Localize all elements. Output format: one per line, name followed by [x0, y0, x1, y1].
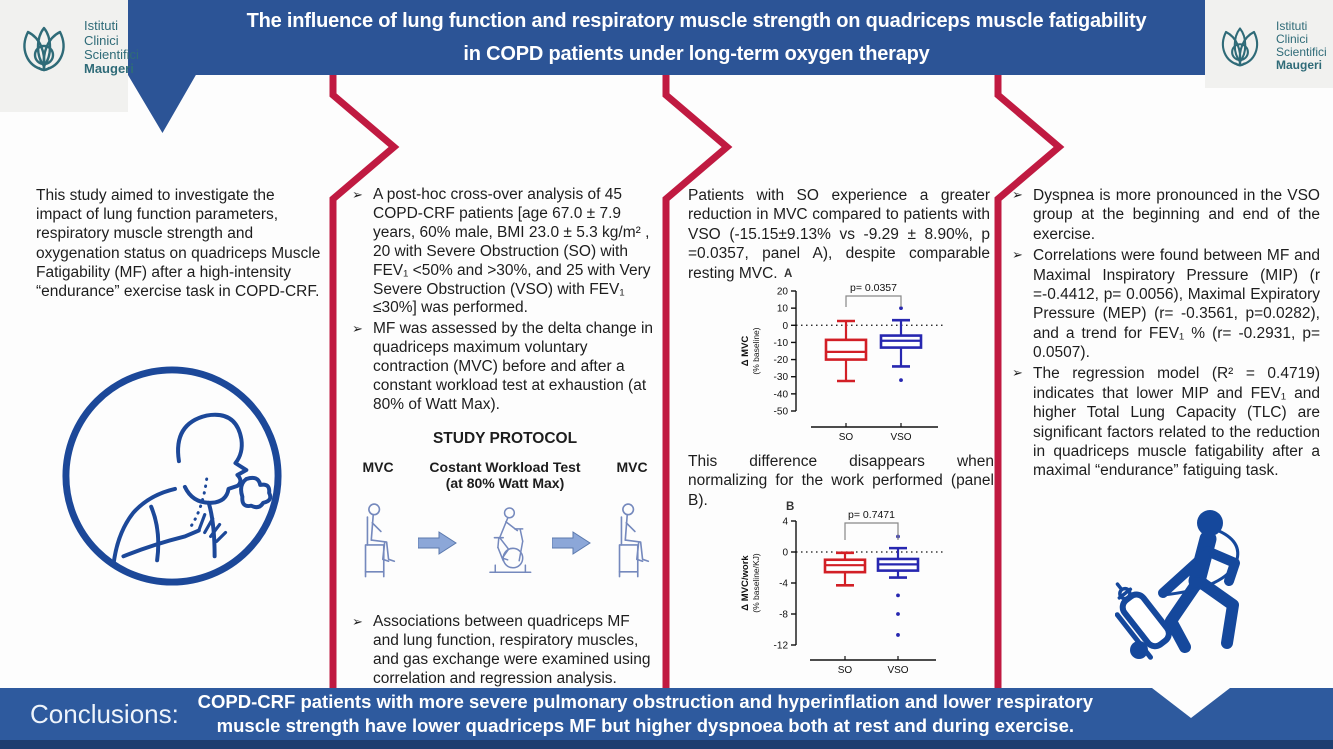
bullet-arrow-icon: ➢ — [1012, 365, 1023, 381]
bottom-strip — [0, 740, 1333, 749]
protocol-step-labels: MVC Costant Workload Test (at 80% Watt M… — [352, 459, 658, 491]
logo-line: Istituti — [84, 18, 118, 34]
bullet-arrow-icon: ➢ — [1012, 247, 1023, 263]
protocol-step-workload: Costant Workload Test (at 80% Watt Max) — [416, 459, 594, 491]
bullet-arrow-icon: ➢ — [352, 613, 363, 629]
svg-text:Δ MVC: Δ MVC — [740, 336, 751, 367]
workload-label-line2: (at 80% Watt Max) — [445, 474, 565, 491]
svg-text:p= 0.7471: p= 0.7471 — [848, 509, 895, 521]
cycle-ergometer-icon — [489, 507, 532, 573]
protocol-step-mvc-after: MVC — [616, 458, 648, 475]
svg-text:-10: -10 — [774, 338, 789, 349]
logo-line: Istituti — [1276, 18, 1308, 33]
bullet-arrow-icon: ➢ — [1012, 187, 1023, 202]
arrow-right-icon — [552, 531, 591, 555]
dyspnea-breathing-man-icon — [62, 366, 282, 586]
analysis-bullet: ➢ Associations between quadriceps MF and… — [352, 613, 658, 689]
column-tail-notch — [1152, 688, 1230, 718]
svg-text:0: 0 — [782, 321, 788, 332]
results-paragraph-2: This difference disappears when normaliz… — [688, 453, 994, 509]
svg-text:VSO: VSO — [890, 432, 911, 443]
study-protocol-heading: STUDY PROTOCOL — [432, 429, 578, 447]
svg-text:-8: -8 — [779, 610, 788, 621]
logo-text: Istituti Clinici Scientifici Maugeri — [84, 19, 139, 76]
svg-text:SO: SO — [839, 432, 854, 443]
title-line-2: in COPD patients under long-term oxygen … — [463, 42, 930, 65]
divider-chevron-1 — [329, 75, 400, 690]
svg-text:A: A — [784, 268, 792, 280]
oxygen-trolley-patient-icon — [1115, 510, 1240, 660]
svg-text:-30: -30 — [774, 372, 789, 383]
findings-column: ➢ Dyspnea is more pronounced in the VSO … — [1012, 186, 1320, 483]
logo-line: Maugeri — [1276, 58, 1323, 73]
methods-bullet-1: ➢ A post-hoc cross-over analysis of 45 C… — [352, 186, 658, 318]
bullet-arrow-icon: ➢ — [352, 187, 363, 202]
logo-line: Maugeri — [84, 61, 134, 77]
svg-text:B: B — [786, 501, 794, 513]
arrow-right-icon — [418, 531, 457, 555]
svg-text:-4: -4 — [779, 579, 788, 590]
svg-text:10: 10 — [777, 304, 789, 315]
seated-mvc-test-icon — [364, 503, 396, 578]
findings-bullet-2: ➢ Correlations were found between MF and… — [1012, 246, 1320, 362]
bullet-text: MF was assessed by the delta change in q… — [373, 320, 654, 413]
svg-text:VSO: VSO — [887, 665, 908, 676]
svg-text:-20: -20 — [774, 355, 789, 366]
bullet-text: Dyspnea is more pronounced in the VSO gr… — [1033, 187, 1320, 243]
svg-text:-50: -50 — [774, 407, 789, 418]
bullet-text: A post-hoc cross-over analysis of 45 COP… — [373, 186, 651, 317]
divider-chevron-3 — [994, 75, 1065, 690]
results-paragraph-1: Patients with SO experience a greater re… — [688, 187, 990, 282]
svg-text:Δ MVC/work: Δ MVC/work — [740, 555, 751, 611]
corner-background-left — [0, 0, 128, 112]
findings-bullet-3: ➢ The regression model (R² = 0.4719) ind… — [1012, 364, 1320, 480]
maugeri-logo-right: Istituti Clinici Scientifici Maugeri — [1212, 18, 1327, 74]
conclusions-banner: Conclusions: COPD-CRF patients with more… — [0, 688, 1333, 740]
conclusions-label: Conclusions: — [30, 698, 179, 729]
title-line-1: The influence of lung function and respi… — [246, 9, 1147, 32]
svg-text:20: 20 — [777, 287, 789, 298]
boxplot-panel-b: 4 0 -4 -8 -12 SO VSO p= 0.7471 B Δ MVC/work (% bas… — [738, 498, 968, 683]
logo-line: Scientifici — [84, 47, 139, 62]
boxplot-panel-b-svg: 4 0 -4 -8 -12 SO VSO p= 0.7471 B Δ MVC/work (% bas… — [740, 501, 946, 676]
corner-background-right — [1205, 0, 1333, 88]
svg-text:-40: -40 — [774, 389, 789, 400]
svg-text:p= 0.0357: p= 0.0357 — [850, 282, 897, 294]
logo-text: Istituti Clinici Scientifici Maugeri — [1276, 18, 1327, 73]
svg-text:(% baseline/KJ): (% baseline/KJ) — [751, 553, 761, 613]
svg-text:(% baseline): (% baseline) — [751, 327, 761, 374]
maugeri-logo-left: Istituti Clinici Scientifici Maugeri — [12, 16, 139, 80]
findings-bullet-1: ➢ Dyspnea is more pronounced in the VSO … — [1012, 186, 1320, 244]
boxplot-panel-a-svg: 20 10 0 -10 -20 -30 -40 -50 SO VSO p= 0.0357 A Δ MVC… — [740, 268, 946, 443]
svg-text:-12: -12 — [774, 641, 789, 652]
seated-mvc-test-icon — [618, 503, 650, 578]
bullet-arrow-icon: ➢ — [352, 321, 363, 337]
svg-text:SO: SO — [838, 665, 853, 676]
lotus-flower-icon — [23, 26, 65, 72]
bullet-text: Correlations were found between MF and M… — [1033, 247, 1320, 361]
methods-bullet-2: ➢ MF was assessed by the delta change in… — [352, 320, 658, 415]
logo-line: Scientifici — [1276, 45, 1327, 59]
workload-label-line1: Costant Workload Test — [429, 458, 581, 475]
svg-text:4: 4 — [782, 517, 788, 528]
bullet-text: The regression model (R² = 0.4719) indic… — [1033, 365, 1320, 480]
protocol-pictograms — [352, 497, 658, 589]
protocol-step-mvc-before: MVC — [362, 458, 394, 475]
study-aim-paragraph: This study aimed to investigate the impa… — [36, 187, 321, 301]
svg-text:0: 0 — [782, 548, 788, 559]
logo-line: Clinici — [84, 32, 119, 48]
boxplot-panel-a: 20 10 0 -10 -20 -30 -40 -50 SO VSO p= 0.0357 A Δ MVC… — [738, 264, 968, 459]
lotus-flower-icon — [1221, 27, 1259, 67]
bullet-text: Associations between quadriceps MF and l… — [373, 612, 651, 687]
conclusions-text: COPD-CRF patients with more severe pulmo… — [197, 690, 1094, 736]
logo-line: Clinici — [1276, 31, 1309, 46]
methods-column: ➢ A post-hoc cross-over analysis of 45 C… — [352, 186, 658, 691]
divider-chevron-2 — [662, 75, 733, 690]
poster-title: The influence of lung function and respi… — [203, 0, 1190, 75]
